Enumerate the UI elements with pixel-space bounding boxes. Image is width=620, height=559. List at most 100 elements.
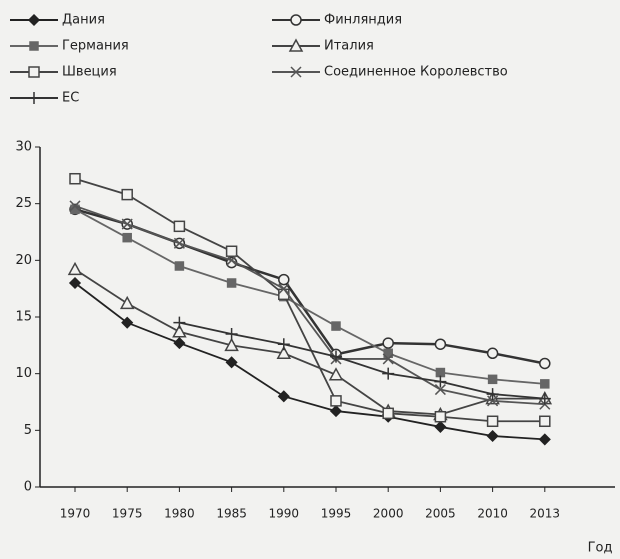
marker — [382, 353, 394, 365]
marker — [487, 374, 498, 385]
legend-marker — [28, 92, 40, 104]
marker — [486, 429, 499, 443]
marker — [121, 218, 133, 230]
legend-label: Дания — [62, 13, 105, 28]
legend-marker — [27, 13, 41, 27]
marker — [434, 420, 447, 433]
marker — [27, 13, 41, 27]
series-line — [74, 208, 545, 385]
x-tick-label: 1975 — [112, 507, 143, 521]
x-tick-label: 1985 — [216, 507, 247, 521]
marker — [290, 14, 302, 26]
marker — [225, 328, 238, 340]
marker — [225, 356, 238, 369]
marker — [434, 410, 447, 423]
marker — [434, 375, 447, 388]
marker — [67, 261, 83, 276]
series-line — [179, 321, 545, 400]
marker — [28, 92, 40, 104]
legend-label: Финляндия — [324, 13, 402, 28]
marker — [382, 367, 395, 380]
marker — [330, 395, 342, 407]
x-tick-label: 1995 — [321, 507, 352, 521]
series-line — [74, 282, 545, 441]
marker — [224, 337, 239, 352]
marker — [226, 278, 237, 288]
marker — [225, 245, 238, 258]
marker — [276, 345, 292, 360]
marker — [121, 316, 134, 329]
marker — [277, 338, 290, 351]
marker — [121, 188, 133, 201]
marker — [290, 66, 302, 78]
marker — [435, 367, 446, 378]
x-tick-label: 1970 — [60, 507, 91, 521]
marker — [119, 295, 135, 310]
marker — [173, 337, 186, 350]
y-tick-label: 10 — [15, 366, 32, 381]
marker — [539, 357, 551, 370]
marker — [434, 384, 446, 396]
marker — [29, 41, 39, 51]
x-tick-label: 2010 — [477, 507, 508, 521]
marker — [434, 338, 447, 350]
legend-marker — [29, 41, 39, 51]
marker — [69, 172, 81, 185]
y-tick-label: 25 — [15, 196, 32, 211]
series-line — [74, 208, 546, 365]
x-tick-label: 2000 — [373, 507, 404, 521]
marker — [486, 415, 499, 428]
marker — [487, 395, 499, 407]
x-tick-label: 2005 — [425, 507, 456, 521]
y-tick-label: 5 — [24, 423, 32, 438]
marker — [174, 261, 185, 271]
y-tick-label: 20 — [15, 253, 32, 268]
marker — [538, 392, 551, 405]
marker — [278, 283, 290, 295]
legend-marker — [290, 66, 302, 78]
marker — [539, 415, 551, 428]
marker — [288, 38, 304, 52]
marker — [277, 390, 290, 403]
x-tick-label: 1990 — [269, 507, 300, 521]
marker — [172, 324, 187, 338]
marker — [173, 220, 186, 233]
marker — [540, 379, 550, 389]
legend-marker — [28, 66, 40, 78]
legend-marker — [290, 14, 302, 26]
marker — [173, 316, 186, 329]
marker — [278, 273, 290, 286]
x-tick-label: 2013 — [530, 507, 561, 521]
series-line — [74, 177, 545, 423]
marker — [173, 237, 185, 249]
x-axis-label: Год — [588, 541, 613, 556]
series-line — [74, 268, 545, 416]
y-tick-label: 15 — [15, 310, 32, 325]
marker — [226, 254, 238, 266]
marker — [329, 405, 343, 418]
marker — [28, 66, 40, 78]
y-tick-label: 0 — [24, 480, 32, 495]
marker — [331, 321, 341, 331]
marker — [538, 433, 551, 446]
legend-label: Германия — [62, 39, 129, 54]
legend-marker — [288, 38, 304, 52]
marker — [486, 347, 499, 360]
marker — [68, 276, 82, 290]
legend-label: Италия — [324, 39, 374, 54]
legend-label: Соединенное Королевство — [324, 65, 508, 80]
marker — [383, 348, 393, 359]
legend-label: ЕС — [62, 91, 79, 106]
x-tick-label: 1980 — [164, 507, 195, 521]
marker — [330, 350, 342, 363]
marker — [382, 407, 394, 420]
marker — [122, 232, 132, 243]
marker — [382, 337, 394, 349]
y-tick-label: 30 — [15, 140, 32, 155]
marker — [486, 388, 499, 401]
legend-label: Швеция — [62, 65, 117, 80]
marker — [328, 367, 344, 381]
marker — [69, 200, 81, 212]
series-line — [74, 205, 545, 406]
